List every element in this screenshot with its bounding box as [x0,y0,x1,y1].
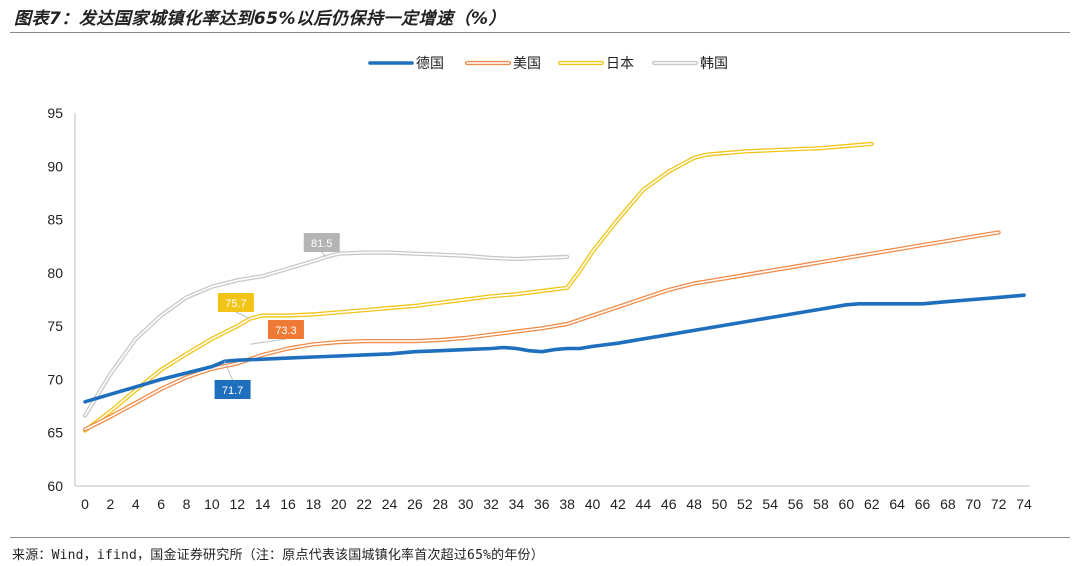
data-label-leader [224,361,234,381]
legend-item-韩国: 韩国 [651,56,728,72]
source-note: 来源：Wind，ifind，国金证券研究所（注：原点代表该国城镇化率首次超过65… [12,548,544,563]
legend-label: 美国 [513,56,541,72]
x-tick-label: 54 [762,496,778,512]
data-label-box [303,233,340,252]
x-tick-label: 26 [407,496,423,512]
x-tick-label: 14 [255,496,271,512]
y-tick-label: 90 [47,158,63,174]
x-tick-label: 10 [204,496,220,512]
title-divider [10,32,1070,33]
series-line-inner [84,231,1000,431]
y-tick-label: 65 [47,425,63,441]
x-tick-label: 74 [1016,496,1032,512]
y-tick-label: 85 [47,212,63,228]
x-tick-label: 56 [788,496,804,512]
x-tick-label: 6 [157,496,165,512]
x-tick-label: 0 [81,496,89,512]
y-tick-label: 60 [47,478,63,494]
y-tick-label: 75 [47,318,63,334]
legend-label: 韩国 [700,56,728,72]
data-label-leader [321,251,327,258]
x-tick-label: 20 [331,496,347,512]
series-美国 [82,230,1001,432]
data-label-leader [249,338,287,345]
x-tick-label: 8 [183,496,191,512]
x-tick-label: 24 [382,496,398,512]
data-label-德国: 71.7 [214,361,251,399]
series-德国 [83,293,1026,404]
data-label-text: 75.7 [225,298,246,310]
x-tick-label: 16 [280,496,296,512]
series-line-outer [82,141,874,433]
data-label-text: 73.3 [275,325,296,337]
x-tick-label: 72 [991,496,1007,512]
x-tick-label: 42 [610,496,626,512]
x-tick-label: 40 [585,496,601,512]
data-label-美国: 73.3 [249,320,304,345]
series-layer [82,141,1026,433]
series-line-inner [84,251,568,417]
legend-item-美国: 美国 [464,56,541,72]
x-tick-label: 30 [458,496,474,512]
y-tick-label: 80 [47,265,63,281]
x-tick-label: 62 [864,496,880,512]
data-label-box [267,320,304,339]
series-line [83,293,1026,404]
series-line-outer [82,230,1001,432]
x-tick-label: 60 [839,496,855,512]
data-label-text: 71.7 [222,385,243,397]
x-tick-label: 12 [229,496,245,512]
y-tick-label: 70 [47,371,63,387]
x-tick-label: 2 [106,496,114,512]
x-tick-label: 48 [686,496,702,512]
x-tick-label: 36 [534,496,550,512]
x-tick-label: 44 [636,496,652,512]
series-line-inner [84,143,873,432]
data-label-韩国: 81.5 [303,233,340,258]
annotation-layer: 71.7 73.3 75.7 81.5 [214,233,340,399]
x-tick-label: 18 [306,496,322,512]
data-label-leader [235,311,251,320]
data-label-box [217,293,254,312]
x-tick-label: 64 [889,496,905,512]
series-日本 [82,141,874,433]
data-label-text: 81.5 [311,238,332,250]
x-tick-label: 22 [356,496,372,512]
legend-item-德国: 德国 [368,56,444,72]
footer-divider [10,537,1070,538]
x-tick-label: 34 [509,496,525,512]
x-tick-label: 50 [712,496,728,512]
x-tick-label: 38 [559,496,575,512]
x-tick-label: 28 [433,496,449,512]
x-tick-label: 32 [483,496,499,512]
y-tick-label: 95 [47,105,63,121]
legend: 德国 美国 日本 韩国 [368,56,728,72]
series-韩国 [82,250,570,418]
x-tick-label: 46 [661,496,677,512]
x-tick-label: 52 [737,496,753,512]
x-tick-label: 66 [915,496,931,512]
x-tick-label: 68 [940,496,956,512]
legend-item-日本: 日本 [557,56,634,72]
chart-title: 图表7：发达国家城镇化率达到65%以后仍保持一定增速（%） [14,9,507,29]
legend-label: 日本 [606,56,634,72]
x-tick-label: 58 [813,496,829,512]
data-label-box [214,380,251,399]
x-tick-label: 4 [132,496,140,512]
legend-label: 德国 [416,56,444,72]
data-label-日本: 75.7 [217,293,254,320]
x-tick-label: 70 [965,496,981,512]
